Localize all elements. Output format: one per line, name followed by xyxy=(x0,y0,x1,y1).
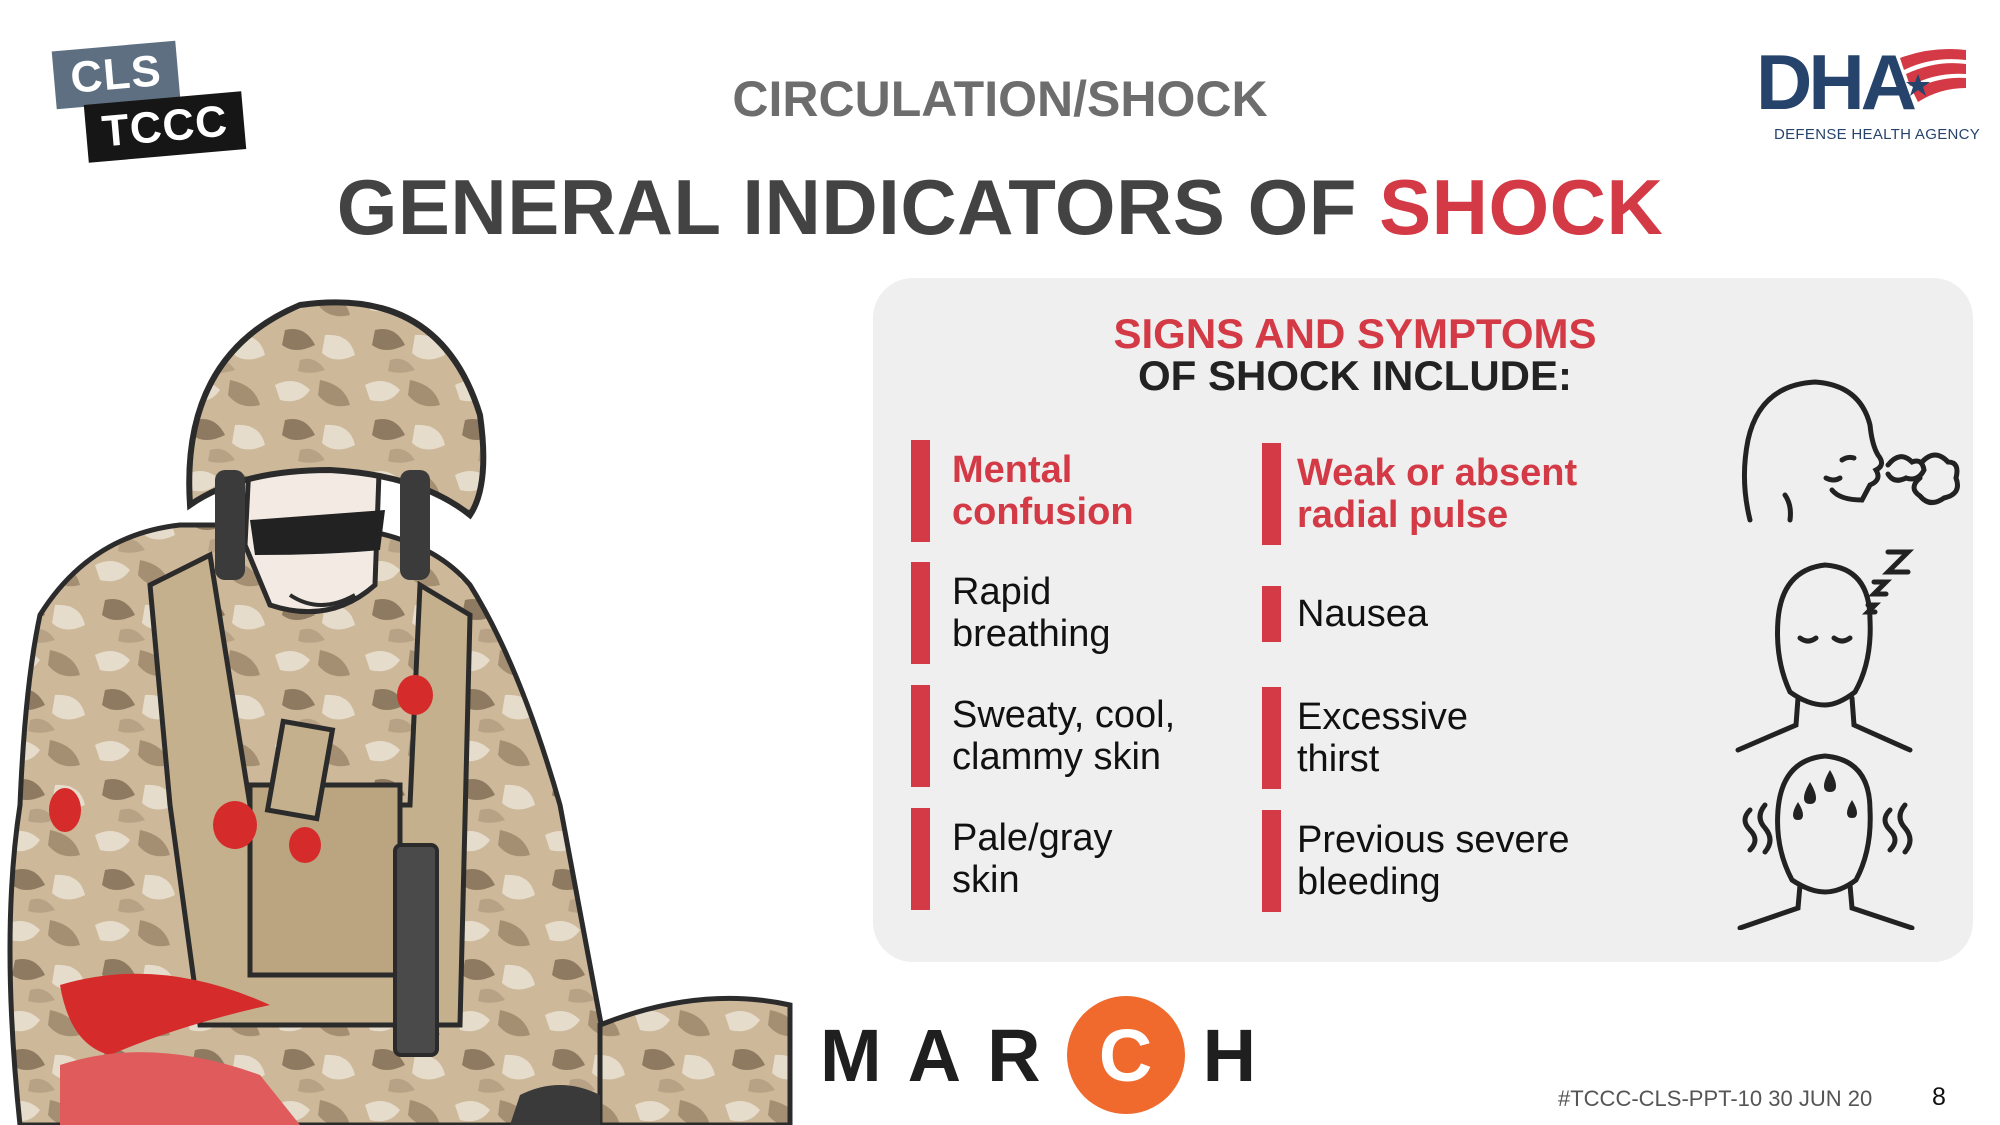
dha-logo-text: DHA xyxy=(1756,38,1917,126)
symptom-icons xyxy=(1735,379,1960,930)
symptom-item: Rapid breathing xyxy=(911,562,1110,664)
symptom-item: Excessive thirst xyxy=(1262,687,1468,789)
title-prefix: GENERAL INDICATORS OF xyxy=(336,163,1380,251)
section-title: CIRCULATION/SHOCK xyxy=(732,71,1268,127)
symptom-line: Previous severe xyxy=(1297,819,1570,861)
red-marker xyxy=(911,562,930,664)
symptom-line: Sweaty, cool, xyxy=(952,694,1176,736)
march-letter-m: M xyxy=(820,1013,882,1097)
symptom-item: Mental confusion xyxy=(911,440,1134,542)
symptom-line: clammy skin xyxy=(952,736,1162,778)
dha-logo: DHA DEFENSE HEALTH AGENCY xyxy=(1756,38,1980,152)
card-heading-line1: SIGNS AND SYMPTOMS xyxy=(1113,310,1597,357)
march-letter-h: H xyxy=(1202,1013,1257,1097)
symptom-item: Previous severe bleeding xyxy=(1262,810,1569,912)
red-marker xyxy=(1262,443,1281,545)
breathing-head-icon xyxy=(1741,379,1960,523)
symptom-line: confusion xyxy=(952,491,1134,533)
dha-subtitle: DEFENSE HEALTH AGENCY xyxy=(1774,126,1981,143)
symptom-line: radial pulse xyxy=(1297,494,1509,536)
symptom-line: Nausea xyxy=(1297,593,1428,635)
red-marker xyxy=(911,685,930,787)
symptom-item: Nausea xyxy=(1262,586,1428,642)
march-acronym: M A R C H xyxy=(820,990,1282,1120)
symptom-line: Rapid xyxy=(952,571,1052,613)
symptom-line: thirst xyxy=(1297,738,1380,780)
symptom-line: Excessive xyxy=(1297,696,1469,738)
page-title: GENERAL INDICATORS OF SHOCK xyxy=(0,162,2000,253)
soldier-illustration xyxy=(7,299,793,1125)
symptom-item: Sweaty, cool, clammy skin xyxy=(911,685,1175,787)
card-heading-line2: OF SHOCK INCLUDE: xyxy=(1138,352,1572,399)
signs-card: SIGNS AND SYMPTOMS OF SHOCK INCLUDE: xyxy=(873,278,1973,962)
page-number: 8 xyxy=(1932,1083,1946,1111)
march-letter-r: R xyxy=(987,1013,1041,1097)
flag-icon xyxy=(1900,49,1966,102)
red-marker xyxy=(1262,810,1281,912)
symptom-item: Pale/gray skin xyxy=(911,808,1113,910)
march-letter-c-highlight: C xyxy=(1066,996,1185,1114)
title-highlight: SHOCK xyxy=(1379,163,1664,251)
march-letter-a: A xyxy=(907,1013,962,1097)
symptom-line: Weak or absent xyxy=(1297,452,1578,494)
symptom-item: Weak or absent radial pulse xyxy=(1262,443,1577,545)
sweat-drop-icon xyxy=(1793,770,1857,820)
symptom-line: breathing xyxy=(952,613,1111,655)
symptom-line: Pale/gray xyxy=(952,817,1113,859)
sleepy-head-icon xyxy=(1735,549,1915,753)
red-marker xyxy=(911,440,930,542)
slide-code: #TCCC-CLS-PPT-10 30 JUN 20 xyxy=(1558,1086,1873,1111)
symptom-line: skin xyxy=(952,859,1020,901)
symptom-line: Mental xyxy=(952,449,1073,491)
sweating-head-icon xyxy=(1737,753,1915,930)
symptom-line: bleeding xyxy=(1297,861,1441,903)
red-marker xyxy=(911,808,930,910)
red-marker xyxy=(1262,687,1281,789)
red-marker xyxy=(1262,586,1281,642)
